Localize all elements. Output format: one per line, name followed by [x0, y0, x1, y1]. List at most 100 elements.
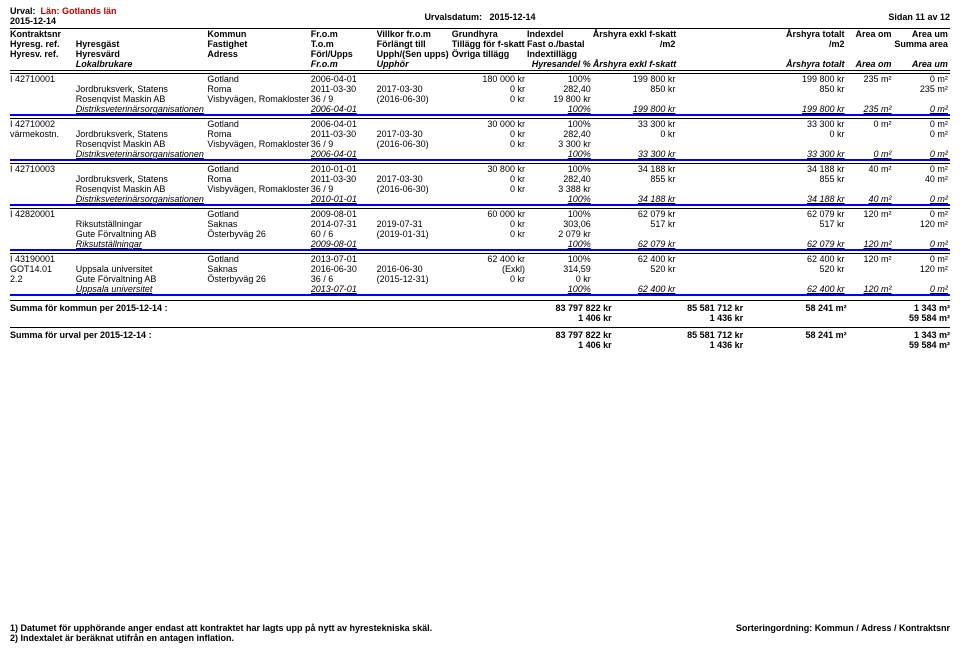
contract-summary-row: Riksutställningar2009-08-01100%62 079 kr… — [10, 239, 950, 251]
lan-label: Län: Gotlands län — [41, 6, 117, 16]
cell: Visbyvägen, Romakloster — [207, 139, 310, 149]
sum-cell: 0 m² — [894, 284, 950, 294]
cell: 100% — [527, 74, 593, 84]
cell: Rosenqvist Maskin AB — [76, 184, 208, 194]
summary-val — [743, 340, 846, 350]
cell: I 42820001 — [10, 209, 76, 219]
sum-cell: 2009-08-01 — [311, 239, 377, 249]
summary-val: 85 581 712 kr — [612, 303, 744, 313]
cell: 2009-08-01 — [311, 209, 377, 219]
cell: 0 kr — [452, 219, 527, 229]
cell: 517 kr — [762, 219, 847, 229]
cell: 855 kr — [593, 174, 678, 184]
contract-block: I 43190001Gotland2013-07-0162 400 kr100%… — [10, 253, 950, 296]
cell: 62 400 kr — [593, 254, 678, 264]
contract-row: Jordbruksverk, StatensRoma2011-03-302017… — [10, 84, 950, 94]
cell: 2011-03-30 — [311, 174, 377, 184]
summary-val: 83 797 822 kr — [452, 330, 612, 340]
sum-cell: 199 800 kr — [762, 104, 847, 114]
summary-label: Summa för urval per 2015-12-14 : — [10, 330, 452, 340]
cell: 0 kr — [452, 184, 527, 194]
contract-summary-row: Distriksveterinärsorganisationen 2010-01-… — [10, 194, 950, 206]
cell: 19 800 kr — [527, 94, 593, 104]
page-number: Sidan 11 av 12 — [640, 12, 950, 22]
cell: Roma — [207, 174, 310, 184]
sum-cell: 235 m² — [847, 104, 894, 114]
sum-cell: 0 m² — [894, 104, 950, 114]
cell: 0 m² — [894, 164, 950, 174]
cell: 40 m² — [894, 174, 950, 184]
cell: I 42710003 — [10, 164, 76, 174]
cell: Jordbruksverk, Statens — [76, 84, 208, 94]
cell: 120 m² — [847, 209, 894, 219]
cell: 314,59 — [527, 264, 593, 274]
cell: 0 kr — [593, 129, 678, 139]
sort-order: Sorteringordning: Kommun / Adress / Kont… — [736, 623, 950, 643]
sum-cell: Distriksveterinärsorganisationen — [76, 194, 208, 204]
cell: värmekostn. — [10, 129, 76, 139]
sum-cell: 2010-01-01 — [311, 194, 377, 204]
cell: 0 m² — [894, 209, 950, 219]
sum-cell: 120 m² — [847, 239, 894, 249]
contract-block: I 42710001Gotland2006-04-01180 000 kr100… — [10, 73, 950, 116]
cell: 33 300 kr — [593, 119, 678, 129]
sum-cell: 100% — [527, 284, 593, 294]
cell: 850 kr — [593, 84, 678, 94]
sum-cell: 34 188 kr — [762, 194, 847, 204]
cell: Visbyvägen, Romakloster — [207, 184, 310, 194]
sum-cell: 100% — [527, 104, 593, 114]
cell: 2016-06-30 — [377, 264, 452, 274]
sum-cell: 2013-07-01 — [311, 284, 377, 294]
colhead-row1: Kontraktsnr Kommun Fr.o.m Villkor fr.o.m… — [10, 29, 950, 39]
cell: 2017-03-30 — [377, 174, 452, 184]
cell: Gute Förvaltning AB — [76, 229, 208, 239]
cell: I 42710002 — [10, 119, 76, 129]
sum-cell: 62 079 kr — [593, 239, 678, 249]
cell: 30 800 kr — [452, 164, 527, 174]
colhead-row2: Hyresg. ref. Hyresgäst Fastighet T.o.m F… — [10, 39, 950, 49]
footnote-1: 1) Datumet för upphörande anger endast a… — [10, 623, 432, 633]
cell: Gotland — [207, 164, 310, 174]
cell: Riksutställningar — [76, 219, 208, 229]
cell: 0 kr — [452, 274, 527, 284]
cell: 120 m² — [894, 264, 950, 274]
cell: 100% — [527, 164, 593, 174]
cell: 0 kr — [527, 274, 593, 284]
cell: 0 m² — [894, 254, 950, 264]
sum-cell: 62 079 kr — [762, 239, 847, 249]
contract-row: I 42710003Gotland2010-01-0130 800 kr100%… — [10, 163, 950, 174]
contract-row: I 42710002Gotland2006-04-0130 000 kr100%… — [10, 118, 950, 129]
sum-cell: 34 188 kr — [593, 194, 678, 204]
cell: 180 000 kr — [452, 74, 527, 84]
cell: 30 000 kr — [452, 119, 527, 129]
cell: Rosenqvist Maskin AB — [76, 139, 208, 149]
cell: Saknas — [207, 219, 310, 229]
cell: 235 m² — [847, 74, 894, 84]
cell: Roma — [207, 129, 310, 139]
cell: 0 kr — [452, 139, 527, 149]
sum-cell: 100% — [527, 239, 593, 249]
cell: I 43190001 — [10, 254, 76, 264]
summary-val — [743, 313, 846, 323]
cell: Jordbruksverk, Statens — [76, 174, 208, 184]
cell: Uppsala universitet — [76, 264, 208, 274]
cell: (2019-01-31) — [377, 229, 452, 239]
grand-summary-row: Summa för kommun per 2015-12-14 :83 797 … — [10, 300, 950, 313]
summary-val: 58 241 m² — [743, 330, 846, 340]
cell: Rosenqvist Maskin AB — [76, 94, 208, 104]
cell: Saknas — [207, 264, 310, 274]
cell: 2017-03-30 — [377, 84, 452, 94]
cell: 2017-03-30 — [377, 129, 452, 139]
cell: 34 188 kr — [593, 164, 678, 174]
page-header: Urval: Län: Gotlands län 2015-12-14 Urva… — [10, 6, 950, 29]
summary-val: 1 406 kr — [452, 340, 612, 350]
cell: 2006-04-01 — [311, 74, 377, 84]
sum-cell: 0 m² — [894, 239, 950, 249]
cell: Roma — [207, 84, 310, 94]
sum-cell: 0 m² — [894, 194, 950, 204]
cell: 62 400 kr — [452, 254, 527, 264]
cell: 0 kr — [452, 174, 527, 184]
sum-cell: 2006-04-01 — [311, 149, 377, 159]
cell: 282,40 — [527, 84, 593, 94]
cell: 2016-06-30 — [311, 264, 377, 274]
